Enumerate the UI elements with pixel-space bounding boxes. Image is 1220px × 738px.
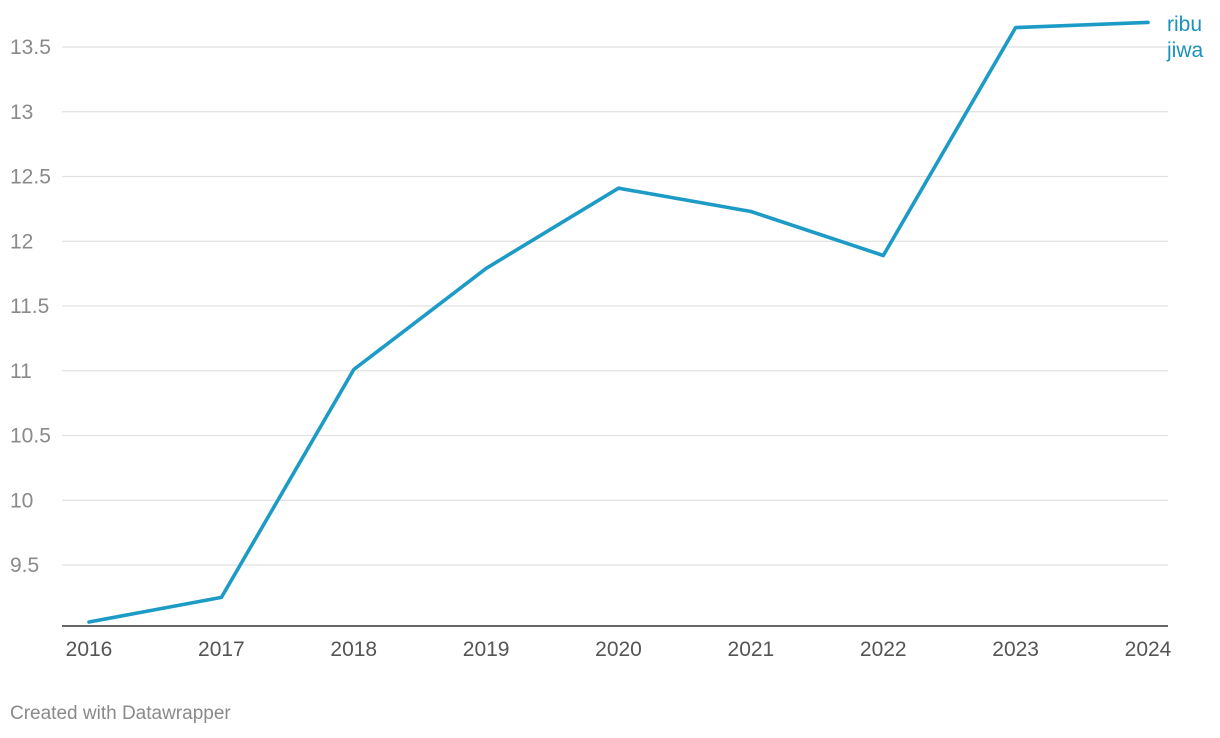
- y-tick-label: 12: [10, 230, 33, 253]
- x-tick-label: 2024: [1125, 638, 1172, 661]
- y-tick-label: 13: [10, 101, 33, 124]
- series-layer: [87, 20, 1150, 624]
- series-line: [87, 20, 1150, 624]
- series-label: ribu jiwa: [1166, 13, 1203, 62]
- y-tick-label: 11.5: [10, 295, 49, 318]
- y-axis-tick-labels: 9.5 10 10.5 11 11.5 12 12.5 13 13.5: [10, 36, 51, 577]
- x-tick-label: 2021: [728, 638, 775, 661]
- y-tick-label: 10: [10, 489, 33, 512]
- x-tick-label: 2022: [860, 638, 907, 661]
- series-label-line: ribu: [1167, 13, 1202, 36]
- x-tick-label: 2018: [330, 638, 377, 661]
- y-tick-label: 13.5: [10, 36, 51, 59]
- x-tick-label: 2020: [595, 638, 642, 661]
- footer-credit: Created with Datawrapper: [10, 703, 231, 724]
- y-tick-label: 9.5: [10, 554, 39, 577]
- y-tick-label: 10.5: [10, 425, 51, 448]
- x-tick-label: 2016: [66, 638, 113, 661]
- series-label-line: jiwa: [1166, 39, 1203, 62]
- x-tick-label: 2023: [992, 638, 1039, 661]
- x-tick-label: 2019: [463, 638, 510, 661]
- y-tick-label: 12.5: [10, 166, 51, 189]
- grid-lines: [62, 46, 1168, 566]
- x-axis-tick-labels: 2016 2017 2018 2019 2020 2021 2022 2023 2024: [66, 638, 1172, 661]
- y-tick-label: 11: [10, 360, 32, 383]
- x-tick-label: 2017: [198, 638, 245, 661]
